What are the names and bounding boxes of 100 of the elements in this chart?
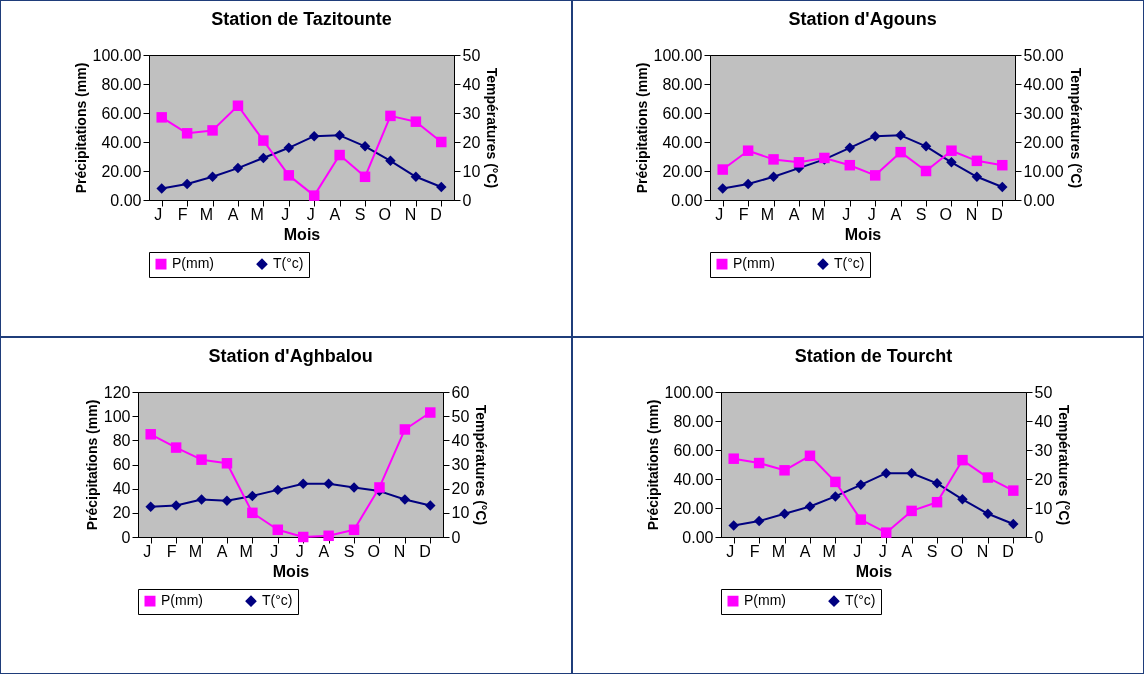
point xyxy=(232,100,244,111)
y-tick-label: 80.00 xyxy=(673,412,714,430)
point xyxy=(145,429,156,440)
point xyxy=(920,165,931,177)
y2-axis-title: Températures (°C) xyxy=(1056,404,1073,526)
x-tick-label: O xyxy=(378,205,391,223)
y-tick-label: 100.00 xyxy=(92,46,142,64)
x-tick-label: J xyxy=(714,205,723,223)
x-tick-label: A xyxy=(216,542,228,560)
point xyxy=(767,171,779,183)
x-axis-title: Mois xyxy=(844,225,881,243)
point xyxy=(359,141,371,152)
point xyxy=(880,527,892,538)
point xyxy=(996,181,1008,193)
legend-label: P(mm) xyxy=(172,255,214,272)
point xyxy=(869,170,880,181)
point xyxy=(207,171,218,183)
point xyxy=(145,501,156,513)
point xyxy=(385,110,396,122)
y2-tick-label: 50.00 xyxy=(1023,46,1064,64)
legend-label: T(°c) xyxy=(262,592,293,609)
y2-tick-label: 20 xyxy=(462,133,481,151)
y-tick-label: 20.00 xyxy=(101,162,142,180)
x-tick-label: F xyxy=(166,542,177,560)
point xyxy=(221,495,233,506)
y2-tick-label: 30 xyxy=(462,104,481,122)
y-tick-label: 80 xyxy=(112,431,131,449)
point xyxy=(957,454,968,466)
legend-label: T(°c) xyxy=(845,592,876,609)
x-tick-label: A xyxy=(318,542,330,560)
point xyxy=(297,531,309,543)
x-tick-label: J xyxy=(878,542,887,560)
y2-tick-label: 30 xyxy=(451,456,470,473)
point xyxy=(931,496,943,508)
y2-tick-label: 50 xyxy=(1034,383,1053,401)
point xyxy=(297,478,309,490)
y2-tick-label: 0.00 xyxy=(1023,191,1055,209)
point xyxy=(906,505,917,517)
point xyxy=(957,494,968,505)
point xyxy=(753,457,765,469)
chart-title: Station d'Aghbalou xyxy=(208,346,373,366)
point xyxy=(1008,485,1019,496)
y-tick-label: 20.00 xyxy=(661,162,703,180)
point xyxy=(971,171,982,183)
y2-tick-label: 30 xyxy=(1034,441,1053,459)
chart-title: Station de Tazitounte xyxy=(211,9,392,29)
y2-tick-label: 0 xyxy=(462,191,472,209)
y-axis-title: Précipitations (mm) xyxy=(83,399,100,531)
y2-tick-label: 40.00 xyxy=(1023,75,1064,93)
x-tick-label: M xyxy=(760,205,774,223)
legend-label: P(mm) xyxy=(161,592,203,609)
point xyxy=(334,130,345,141)
point xyxy=(804,501,816,512)
y-tick-label: 0.00 xyxy=(110,191,142,209)
point xyxy=(399,424,411,435)
point xyxy=(920,141,931,152)
x-tick-label: N xyxy=(965,205,977,223)
y-tick-label: 60.00 xyxy=(661,104,703,122)
x-tick-label: O xyxy=(367,542,380,560)
x-tick-label: M xyxy=(199,205,214,223)
x-tick-label: S xyxy=(354,205,366,223)
x-tick-label: J xyxy=(281,205,290,223)
point xyxy=(830,491,841,502)
legend-label: P(mm) xyxy=(732,255,775,272)
y2-axis-title: Températures (°C) xyxy=(1067,67,1084,189)
y-tick-label: 100.00 xyxy=(664,383,714,401)
x-tick-label: F xyxy=(177,205,188,223)
point xyxy=(247,507,258,519)
x-tick-label: J xyxy=(295,542,304,560)
point xyxy=(779,508,790,520)
point xyxy=(258,152,269,164)
point xyxy=(170,442,182,453)
x-tick-label: N xyxy=(404,205,417,223)
y-tick-label: 60 xyxy=(112,456,131,473)
x-tick-label: J xyxy=(270,542,279,560)
x-tick-label: J xyxy=(306,205,315,223)
y-axis-title: Précipitations (mm) xyxy=(72,62,89,194)
point xyxy=(247,490,258,502)
legend-label: T(°c) xyxy=(833,255,864,272)
point xyxy=(308,190,320,201)
point xyxy=(425,407,436,418)
y2-tick-label: 10 xyxy=(451,504,470,522)
x-tick-label: S xyxy=(343,542,355,560)
y-tick-label: 40.00 xyxy=(101,133,142,151)
x-tick-label: J xyxy=(853,542,862,560)
point xyxy=(793,157,804,168)
y2-tick-label: 10.00 xyxy=(1023,162,1064,180)
point xyxy=(283,170,295,181)
x-tick-label: N xyxy=(976,542,989,560)
point xyxy=(156,112,167,123)
y2-tick-label: 30.00 xyxy=(1023,104,1064,122)
y2-tick-label: 50 xyxy=(462,46,481,64)
point xyxy=(982,508,994,520)
point xyxy=(359,171,371,183)
point xyxy=(982,472,994,483)
y-tick-label: 0.00 xyxy=(682,528,714,546)
y-tick-label: 100.00 xyxy=(653,46,703,64)
point xyxy=(767,154,779,165)
point xyxy=(931,478,943,489)
x-tick-label: A xyxy=(329,205,341,223)
